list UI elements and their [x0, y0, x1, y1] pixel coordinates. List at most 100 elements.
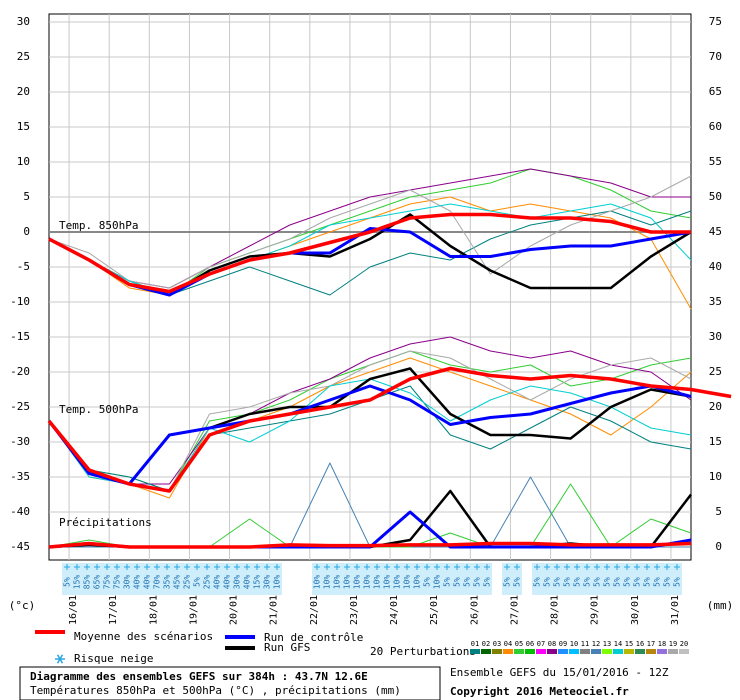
snow-risk: 10% — [313, 575, 322, 590]
legend-label: Moyenne des scénarios — [74, 630, 213, 643]
x-tick-label: 28/01 — [550, 595, 561, 625]
x-tick-label: 16/01 — [68, 595, 79, 625]
footer-subtitle: Températures 850hPa et 500hPa (°C) , pré… — [30, 684, 401, 697]
y2-tick-label: 45 — [709, 225, 722, 238]
snow-risk: 30% — [123, 575, 132, 590]
snow-risk: 5% — [473, 577, 482, 587]
snow-cell — [92, 563, 102, 595]
main-line — [48, 212, 691, 294]
snow-risk: 5% — [583, 577, 592, 587]
snow-cell — [122, 563, 132, 595]
y-tick-label: 10 — [17, 155, 30, 168]
snow-icon — [164, 564, 170, 570]
snow-icon — [104, 564, 110, 570]
y-tick-label: 15 — [17, 120, 30, 133]
snow-cell — [532, 563, 542, 595]
x-tick-label: 17/01 — [108, 595, 119, 625]
perturbation-line — [48, 336, 692, 485]
y2-tick-label: 15 — [709, 435, 722, 448]
snow-icon — [654, 564, 660, 570]
snow-risk: 40% — [243, 575, 252, 590]
snow-cell — [452, 563, 462, 595]
snow-risk: 10% — [333, 575, 342, 590]
perturbation-swatch — [668, 649, 678, 654]
snow-cell — [132, 563, 142, 595]
snow-cell — [102, 563, 112, 595]
snow-icon — [564, 564, 570, 570]
snow-label: Risque neige — [74, 652, 153, 665]
snow-icon — [594, 564, 600, 570]
snow-cell — [482, 563, 492, 595]
snow-risk: 5% — [563, 577, 572, 587]
snow-risk: 85% — [83, 575, 92, 590]
snow-risk: 5% — [573, 577, 582, 587]
snow-risk: 5% — [463, 577, 472, 587]
snow-risk: 10% — [383, 575, 392, 590]
snow-cell — [342, 563, 352, 595]
snow-icon — [234, 564, 240, 570]
y2-tick-label: 35 — [709, 295, 722, 308]
perturbation-swatch — [580, 649, 590, 654]
y-tick-label: 30 — [17, 15, 30, 28]
snow-cell — [432, 563, 442, 595]
snow-cell — [192, 563, 202, 595]
snow-icon — [344, 564, 350, 570]
perturbation-label: 18 — [658, 640, 666, 648]
perturbation-label: 10 — [570, 640, 578, 648]
snow-cell — [372, 563, 382, 595]
snow-cell — [222, 563, 232, 595]
snow-cell — [582, 563, 592, 595]
snow-risk: 5% — [553, 577, 562, 587]
perturbation-swatch — [613, 649, 623, 654]
snow-risk: 5% — [423, 577, 432, 587]
snow-icon — [544, 564, 550, 570]
y2-tick-label: 20 — [709, 400, 722, 413]
snow-cell — [202, 563, 212, 595]
snow-risk: 10% — [343, 575, 352, 590]
snow-risk: 10% — [433, 575, 442, 590]
snow-icon — [664, 564, 670, 570]
snow-icon — [94, 564, 100, 570]
y2-tick-label: 0 — [715, 540, 722, 553]
perturbation-label: 11 — [581, 640, 589, 648]
snow-icon — [424, 564, 430, 570]
snow-cell — [662, 563, 672, 595]
snow-risk: 15% — [73, 575, 82, 590]
snow-cell — [212, 563, 222, 595]
snow-risk: 15% — [253, 575, 262, 590]
snow-cell — [542, 563, 552, 595]
perturbation-label: 04 — [504, 640, 512, 648]
snow-cell — [72, 563, 82, 595]
perturbation-swatch — [514, 649, 524, 654]
snow-icon — [404, 564, 410, 570]
perturbation-swatch — [591, 649, 601, 654]
snow-cell — [362, 563, 372, 595]
snow-risk: 10% — [373, 575, 382, 590]
snow-cell — [382, 563, 392, 595]
snow-icon — [484, 564, 490, 570]
snow-icon — [574, 564, 580, 570]
snow-icon — [504, 564, 510, 570]
snow-risk: 30% — [263, 575, 272, 590]
perturbation-label: 20 — [680, 640, 688, 648]
snow-cell — [162, 563, 172, 595]
y-tick-label: -15 — [10, 330, 30, 343]
snow-risk: 10% — [323, 575, 332, 590]
snow-risk: 5% — [643, 577, 652, 587]
snow-cell — [562, 563, 572, 595]
snow-cell — [552, 563, 562, 595]
snow-risk: 5% — [193, 577, 202, 587]
y2-unit: (mm) — [707, 599, 734, 612]
legend-label: Run GFS — [264, 641, 310, 654]
x-tick-label: 30/01 — [630, 595, 641, 625]
snow-risk: 10% — [403, 575, 412, 590]
snow-risk: 5% — [513, 577, 522, 587]
snow-icon — [414, 564, 420, 570]
x-tick-label: 29/01 — [590, 595, 601, 625]
perturbation-swatch — [503, 649, 513, 654]
snow-icon — [174, 564, 180, 570]
snow-cell — [352, 563, 362, 595]
footer-box — [19, 666, 441, 700]
run-info: Ensemble GEFS du 15/01/2016 - 12Z — [450, 666, 669, 679]
